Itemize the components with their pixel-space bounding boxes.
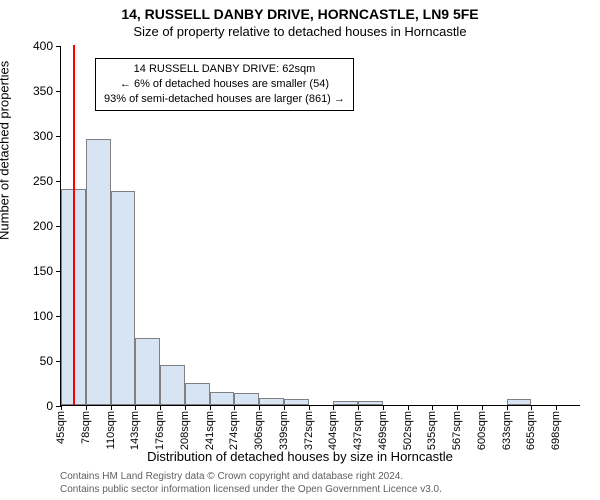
histogram-bar [507,399,532,405]
y-tick-label: 50 [40,354,53,368]
x-tick [457,405,458,410]
x-tick [556,405,557,410]
x-tick [160,405,161,410]
x-tick-label: 633sqm [501,411,513,450]
chart-subtitle: Size of property relative to detached ho… [0,24,600,39]
histogram-bar [86,139,111,405]
x-tick [111,405,112,410]
x-tick-label: 372sqm [303,411,315,450]
x-tick-label: 698sqm [550,411,562,450]
x-tick-label: 339sqm [278,411,290,450]
x-tick [185,405,186,410]
x-tick [234,405,235,410]
histogram-bar [333,401,358,405]
x-tick [135,405,136,410]
y-tick-label: 100 [33,309,53,323]
histogram-bar [259,398,284,405]
x-tick-label: 535sqm [426,411,438,450]
y-tick-label: 350 [33,84,53,98]
annotation-line-1: 14 RUSSELL DANBY DRIVE: 62sqm [104,62,345,77]
x-tick-label: 306sqm [253,411,265,450]
x-tick-label: 437sqm [352,411,364,450]
x-tick [284,405,285,410]
x-tick-label: 110sqm [105,411,117,449]
x-tick [86,405,87,410]
x-tick-label: 665sqm [525,411,537,450]
x-tick [383,405,384,410]
y-tick-label: 250 [33,174,53,188]
x-tick-label: 78sqm [80,411,92,444]
x-tick-label: 600sqm [476,411,488,450]
y-tick-label: 300 [33,129,53,143]
attribution-line-1: Contains HM Land Registry data © Crown c… [60,471,580,484]
plot-area: 14 RUSSELL DANBY DRIVE: 62sqm ← 6% of de… [60,46,580,406]
x-tick-label: 502sqm [402,411,414,450]
histogram-bar [358,401,383,406]
x-tick [61,405,62,410]
histogram-bar [111,191,136,405]
x-tick [507,405,508,410]
y-tick [56,91,61,92]
x-tick-label: 469sqm [377,411,389,450]
y-tick-label: 200 [33,219,53,233]
y-tick [56,136,61,137]
x-tick [358,405,359,410]
annotation-box: 14 RUSSELL DANBY DRIVE: 62sqm ← 6% of de… [95,58,354,111]
x-tick [482,405,483,410]
reference-line [73,45,75,405]
x-tick [259,405,260,410]
x-tick [408,405,409,410]
y-tick [56,46,61,47]
x-tick [432,405,433,410]
y-axis-label: Number of detached properties [0,61,12,240]
x-tick [531,405,532,410]
y-tick-label: 0 [46,399,53,413]
x-tick-label: 176sqm [154,411,166,450]
histogram-bar [234,393,259,405]
attribution-text: Contains HM Land Registry data © Crown c… [60,471,580,496]
y-tick-label: 150 [33,264,53,278]
chart-title: 14, RUSSELL DANBY DRIVE, HORNCASTLE, LN9… [0,6,600,22]
x-tick-label: 45sqm [55,411,67,444]
x-tick-label: 208sqm [179,411,191,450]
x-tick [333,405,334,410]
x-axis-label: Distribution of detached houses by size … [0,449,600,464]
annotation-line-3: 93% of semi-detached houses are larger (… [104,92,345,107]
histogram-bar [185,383,210,406]
annotation-line-2: ← 6% of detached houses are smaller (54) [104,77,345,92]
y-tick-label: 400 [33,39,53,53]
chart-container: 14, RUSSELL DANBY DRIVE, HORNCASTLE, LN9… [0,0,600,500]
x-tick [210,405,211,410]
histogram-bar [160,365,185,405]
histogram-bar [284,399,309,405]
x-tick-label: 567sqm [451,411,463,450]
x-tick [309,405,310,410]
x-tick-label: 241sqm [204,411,216,450]
x-tick-label: 404sqm [327,411,339,450]
x-tick-label: 274sqm [228,411,240,450]
histogram-bar [210,392,235,405]
histogram-bar [135,338,160,405]
y-tick [56,181,61,182]
x-tick-label: 143sqm [129,411,141,450]
attribution-line-2: Contains public sector information licen… [60,484,580,497]
